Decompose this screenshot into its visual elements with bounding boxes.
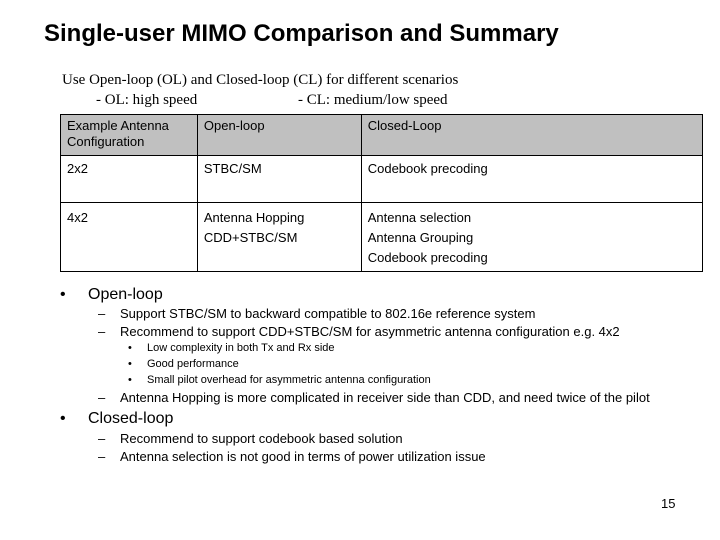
list-item: Antenna selection is not good in terms o… [120,449,486,464]
dash-marker: – [98,324,106,339]
table-row: 4x2 Antenna Hopping CDD+STBC/SM Antenna … [60,202,704,272]
cell-open-loop: STBC/SM [196,155,362,203]
dash-marker: – [98,449,106,464]
bullet-marker: • [60,410,66,427]
list-subitem: Low complexity in both Tx and Rx side [147,342,335,354]
table-row: 2x2 STBC/SM Codebook precoding [60,155,704,203]
cell-closed-loop: Antenna selection Antenna Grouping Codeb… [360,202,704,272]
list-item: Antenna Hopping is more complicated in r… [120,390,650,405]
header-closed-loop: Closed-Loop [360,114,704,156]
list-item: Support STBC/SM to backward compatible t… [120,306,536,321]
bullet-marker: • [128,374,132,386]
cell-line: STBC/SM [203,161,262,176]
intro-cl-speed: - CL: medium/low speed [298,92,448,108]
intro-line-2: - OL: high speed - CL: medium/low speed [62,90,458,110]
cell-config: 2x2 [60,155,198,203]
intro-ol-speed: - OL: high speed [96,92,198,108]
bullet-marker: • [128,358,132,370]
table-header-row: Example Antenna Configuration Open-loop … [60,114,704,156]
page-number: 15 [661,496,676,511]
list-item: Recommend to support codebook based solu… [120,431,403,446]
header-open-loop: Open-loop [196,114,362,156]
bullet-closed-loop: Closed-loop [88,410,174,427]
cell-open-loop: Antenna Hopping CDD+STBC/SM [196,202,362,272]
cell-line: Antenna selection [367,210,472,225]
comparison-table: Example Antenna Configuration Open-loop … [60,114,704,272]
bullet-marker: • [128,342,132,354]
dash-marker: – [98,306,106,321]
bullet-marker: • [60,286,66,303]
dash-marker: – [98,431,106,446]
cell-line: CDD+STBC/SM [203,230,298,245]
bullet-open-loop: Open-loop [88,286,163,303]
cell-closed-loop: Codebook precoding [360,155,704,203]
cell-config: 4x2 [60,202,198,272]
slide-title: Single-user MIMO Comparison and Summary [44,20,559,47]
cell-line: Codebook precoding [367,161,488,176]
list-item: Recommend to support CDD+STBC/SM for asy… [120,324,620,339]
intro-line-1: Use Open-loop (OL) and Closed-loop (CL) … [62,72,459,88]
list-subitem: Small pilot overhead for asymmetric ante… [147,374,431,386]
cell-line: Antenna Grouping [367,230,474,245]
list-subitem: Good performance [147,358,239,370]
cell-line: Antenna Hopping [203,210,305,225]
intro-text: Use Open-loop (OL) and Closed-loop (CL) … [62,70,458,110]
cell-line: Codebook precoding [367,250,488,265]
header-antenna-config: Example Antenna Configuration [60,114,198,156]
dash-marker: – [98,390,106,405]
